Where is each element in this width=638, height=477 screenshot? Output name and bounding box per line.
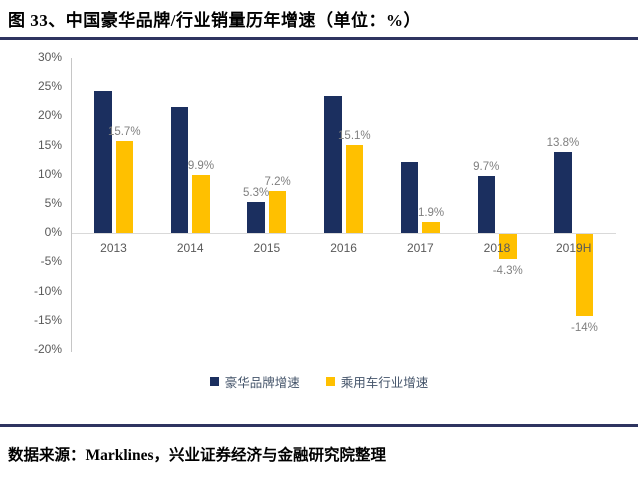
y-axis-tick-label: 30%: [37, 50, 62, 64]
y-axis-tick-label: -10%: [33, 283, 62, 298]
y-axis-tick-label: -20%: [33, 342, 62, 356]
y-axis-tick-label: -15%: [33, 312, 62, 327]
bar-2016-s0: [324, 95, 342, 233]
legend-item-1: 乘用车行业增速: [325, 372, 429, 391]
y-axis-tick-label: -5%: [40, 254, 62, 269]
x-axis-category-label: 2018: [483, 241, 511, 255]
bar-2013-s0: [94, 90, 112, 233]
figure-title: 图 33、中国豪华品牌/行业销量历年增速（单位：%）: [8, 11, 421, 30]
legend-label: 豪华品牌增速: [224, 375, 300, 390]
data-label: 9.7%: [473, 161, 500, 174]
y-axis-line: [71, 58, 72, 352]
bar-2017-s0: [400, 161, 419, 233]
data-label: 9.9%: [187, 160, 215, 173]
legend-label: 乘用车行业增速: [340, 375, 429, 390]
x-axis-category-label: 2019H: [556, 241, 592, 255]
bar-2018-s1: [499, 234, 517, 260]
bar-chart: 30% 25% 20% 15% 10% 5% 0% -5% -10% -15% -20% 15.7% 2…: [33, 50, 616, 356]
legend-item-0: 豪华品牌增速: [209, 372, 300, 391]
title-underline: [0, 37, 638, 40]
bar-2014-s0: [170, 106, 189, 233]
x-axis-category-label: 2017: [406, 241, 434, 255]
bar-2014-s1: [192, 175, 210, 233]
bar-2018-s0: [477, 176, 495, 233]
data-label: -14%: [571, 321, 598, 334]
y-axis-tick-label: 0%: [44, 225, 62, 240]
legend-swatch-icon: [209, 376, 219, 386]
bar-2017-s1: [422, 221, 440, 233]
y-axis-tick-label: 25%: [37, 79, 62, 94]
data-label: -4.3%: [492, 265, 523, 278]
data-label: 15.1%: [338, 129, 371, 142]
source-note: 数据来源：Marklines，兴业证券经济与金融研究院整理: [8, 447, 387, 464]
y-axis-tick-label: 5%: [44, 196, 62, 210]
bar-2019H-s1: [575, 234, 594, 316]
bar-2013-s1: [115, 141, 133, 233]
zero-axis-line: [72, 233, 616, 234]
data-label: 5.3%: [243, 187, 270, 200]
x-axis-category-label: 2014: [176, 241, 204, 255]
data-label: 1.9%: [417, 206, 445, 219]
data-label: 15.7%: [107, 126, 141, 139]
bar-2019H-s0: [554, 152, 572, 233]
bar-2016-s1: [345, 144, 364, 233]
legend-swatch-icon: [325, 376, 335, 386]
x-axis-category-label: 2013: [100, 241, 127, 255]
y-axis-tick-label: 10%: [37, 166, 62, 181]
x-axis-category-label: 2015: [253, 241, 281, 255]
bar-2015-s1: [268, 190, 287, 233]
y-axis-tick-label: 20%: [37, 108, 62, 123]
bottom-divider: [0, 424, 638, 427]
x-axis-category-label: 2016: [330, 241, 357, 255]
data-label: 7.2%: [264, 175, 291, 188]
y-axis-tick-label: 15%: [37, 137, 62, 152]
bar-2015-s0: [247, 202, 265, 233]
data-label: 13.8%: [546, 137, 580, 150]
chart-legend: 豪华品牌增速 乘用车行业增速: [0, 372, 638, 390]
